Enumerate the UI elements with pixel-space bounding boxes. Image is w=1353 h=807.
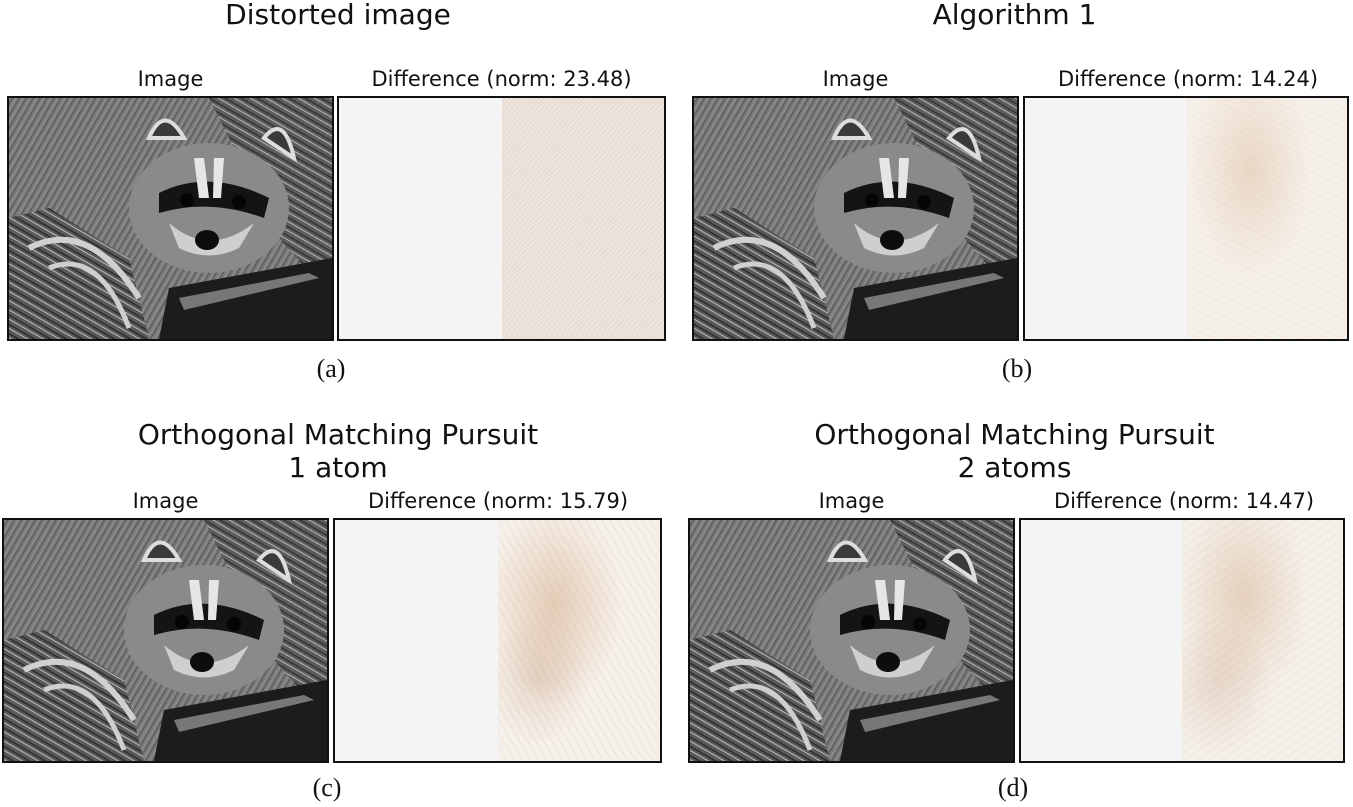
image-label: Image xyxy=(137,67,204,91)
difference-noise xyxy=(497,520,660,761)
panel-d: Orthogonal Matching Pursuit 2 atoms Imag… xyxy=(676,418,1353,807)
difference-label: Difference (norm: 14.24) xyxy=(1057,67,1319,91)
panel-c: Orthogonal Matching Pursuit 1 atom Image… xyxy=(0,418,676,807)
panel-title: Algorithm 1 xyxy=(676,0,1353,31)
subfigure-caption: (c) xyxy=(312,773,342,802)
difference-noise xyxy=(1186,98,1347,339)
panel-b: Algorithm 1 Image Difference (norm: 14.2… xyxy=(676,0,1353,400)
image-label: Image xyxy=(822,67,889,91)
panel-title-line: 1 atom xyxy=(288,451,388,484)
subfigure-caption: (a) xyxy=(316,354,346,383)
panel-title: Orthogonal Matching Pursuit 1 atom xyxy=(0,418,676,484)
raccoon-image xyxy=(2,518,329,763)
image-label: Image xyxy=(132,489,199,513)
difference-image xyxy=(333,518,662,763)
panel-title-line: 2 atoms xyxy=(957,451,1072,484)
raccoon-image xyxy=(7,96,334,341)
panel-title-line: Distorted image xyxy=(225,0,451,31)
difference-noise xyxy=(1182,520,1343,761)
panel-title: Distorted image xyxy=(0,0,676,31)
panel-title-line: Orthogonal Matching Pursuit xyxy=(814,418,1215,451)
subfigure-caption: (b) xyxy=(1001,354,1033,383)
raccoon-image xyxy=(688,518,1015,763)
difference-image xyxy=(337,96,666,341)
difference-image xyxy=(1023,96,1349,341)
image-label: Image xyxy=(818,489,885,513)
difference-image xyxy=(1019,518,1345,763)
panel-title: Orthogonal Matching Pursuit 2 atoms xyxy=(676,418,1353,484)
subfigure-caption: (d) xyxy=(997,773,1029,802)
panel-a: Distorted image Image Difference (norm: … xyxy=(0,0,676,400)
panel-title-line: Orthogonal Matching Pursuit xyxy=(137,418,539,451)
difference-label: Difference (norm: 15.79) xyxy=(367,489,629,513)
raccoon-image xyxy=(692,96,1019,341)
difference-label: Difference (norm: 23.48) xyxy=(371,67,632,91)
difference-noise xyxy=(501,98,664,339)
panel-title-line: Algorithm 1 xyxy=(932,0,1097,31)
difference-label: Difference (norm: 14.47) xyxy=(1053,489,1315,513)
